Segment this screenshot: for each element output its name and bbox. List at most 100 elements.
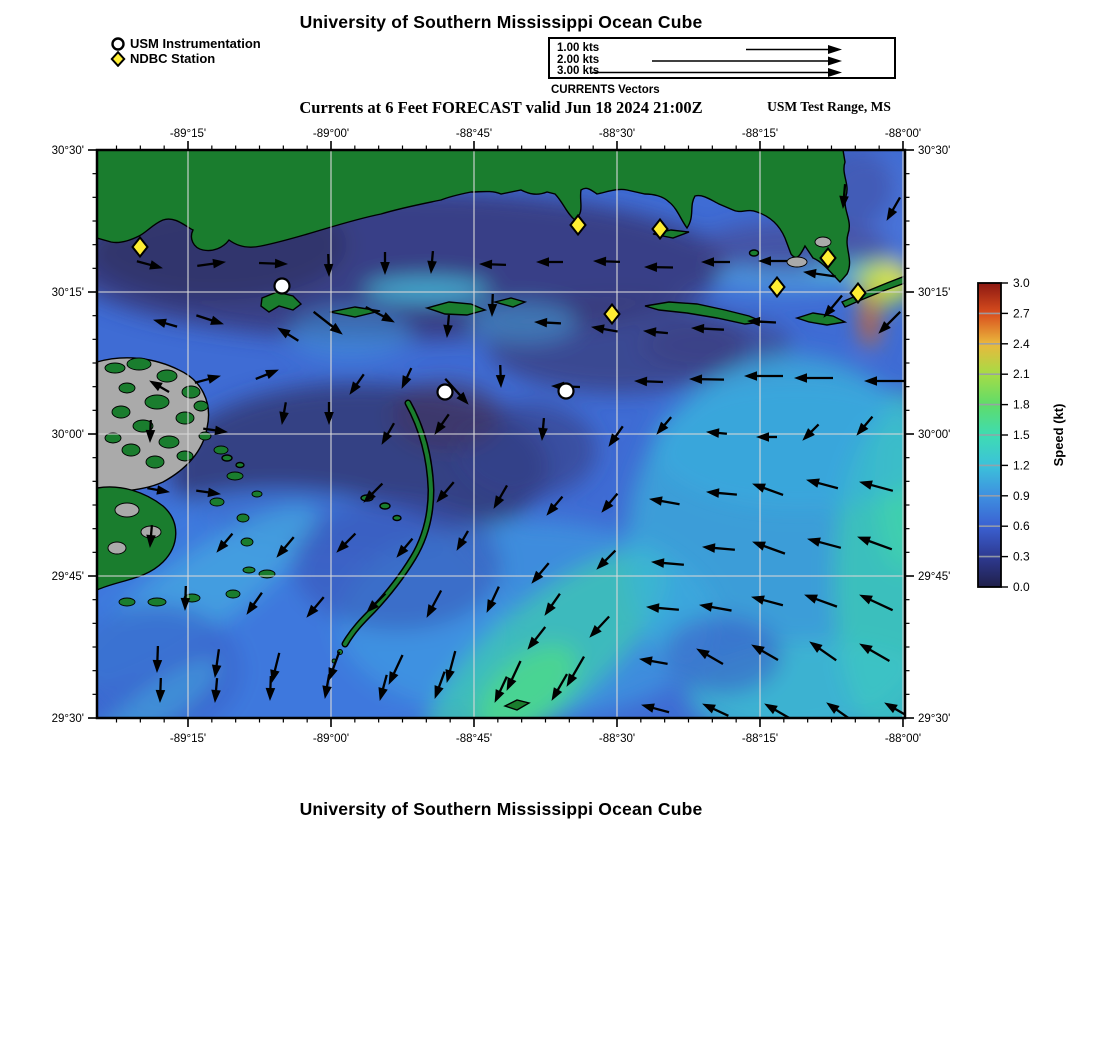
marker-legend: USM Instrumentation NDBC Station [110,36,261,67]
current-arrow [839,183,849,209]
current-arrow [639,656,668,666]
current-arrow [436,481,455,503]
marker-legend-label: NDBC Station [130,51,216,66]
current-arrow [155,677,166,703]
ndbc-diamond-icon [110,50,126,67]
current-arrow [196,487,221,498]
current-arrow [886,196,901,221]
current-arrow [336,532,357,553]
svg-text:29°45': 29°45' [52,571,84,583]
current-arrow [689,374,725,385]
vector-legend-caption: CURRENTS Vectors [551,84,660,96]
vector-legend-arrows [592,45,842,77]
marker-legend-row-ndbc: NDBC Station [110,50,261,67]
current-arrow [878,310,902,334]
current-arrow [434,413,450,435]
svg-text:-89°00': -89°00' [313,733,349,745]
axis-ticks-and-labels: -89°15' -89°15' -89°00' -89°00' -88°45' -88°4… [52,128,951,745]
current-arrow [381,422,395,445]
current-arrow [531,562,550,584]
svg-text:30°30': 30°30' [52,145,84,157]
svg-text:-88°30': -88°30' [599,128,635,140]
current-arrow [322,674,332,699]
map-canvas [97,150,905,718]
current-arrow [751,644,779,661]
current-arrow [593,256,621,267]
current-arrow [456,530,469,551]
current-vectors [136,183,905,718]
current-arrow [699,602,732,612]
usm-instrumentation-marker [273,277,291,295]
current-arrow [706,428,728,438]
current-arrow [306,596,325,618]
svg-text:30°30': 30°30' [918,145,950,157]
current-arrow [634,376,664,387]
svg-text:2.1: 2.1 [1013,367,1030,381]
current-arrow [538,417,548,441]
current-arrow [255,369,279,381]
current-arrow [152,645,163,673]
current-arrow [366,592,387,613]
current-arrow [544,593,561,616]
current-arrow [211,677,221,703]
current-arrow [312,310,343,335]
current-arrow [752,541,786,555]
svg-text:-88°45': -88°45' [456,128,492,140]
svg-text:29°30': 29°30' [52,713,84,725]
ndbc-station-marker [603,302,621,326]
usm-circle-icon [111,36,125,51]
svg-text:3.0: 3.0 [1013,276,1030,290]
current-arrow [328,651,341,681]
svg-text:30°15': 30°15' [52,287,84,299]
svg-text:-88°00': -88°00' [885,733,921,745]
current-arrow [884,702,905,718]
current-arrow [747,316,777,327]
current-arrow [608,425,624,447]
ndbc-station-marker [131,235,149,259]
current-arrow [804,594,838,608]
current-arrow [744,371,783,381]
current-arrow [493,484,508,509]
svg-text:29°30': 29°30' [918,713,950,725]
current-arrow [279,402,289,425]
current-arrow [136,260,163,270]
svg-text:0.6: 0.6 [1013,519,1030,533]
current-arrow [803,268,836,279]
current-arrow [443,314,453,338]
current-arrow [794,373,833,383]
svg-text:1.5: 1.5 [1013,428,1030,442]
ndbc-station-marker [569,213,587,237]
current-arrow [194,374,221,384]
current-arrow [534,317,562,328]
current-arrow [802,423,820,441]
current-arrow [427,250,437,274]
current-arrow [434,671,446,699]
ndbc-station-marker [651,217,669,241]
current-arrow [656,416,673,435]
svg-text:29°45': 29°45' [918,571,950,583]
svg-text:-88°45': -88°45' [456,733,492,745]
current-arrow [702,543,735,553]
svg-text:30°00': 30°00' [918,429,950,441]
current-arrow [756,432,777,442]
ndbc-station-marker [849,281,867,305]
current-arrow [145,419,156,443]
svg-text:1.2: 1.2 [1013,458,1030,472]
current-arrow [277,327,299,342]
current-arrow [324,402,334,425]
svg-text:-88°30': -88°30' [599,733,635,745]
current-arrow [702,703,729,717]
vector-legend-label-3: 3.00 kts [557,65,600,77]
current-arrow [323,253,334,277]
current-arrow [211,649,222,678]
current-arrow [196,314,224,325]
current-arrow [551,673,568,701]
current-arrow [806,478,839,490]
current-arrow [859,594,894,612]
vector-legend-label-2: 2.00 kts [557,53,600,66]
current-arrow [265,675,276,701]
current-arrow [527,626,547,650]
current-arrow [197,258,226,269]
current-arrow [859,643,891,662]
